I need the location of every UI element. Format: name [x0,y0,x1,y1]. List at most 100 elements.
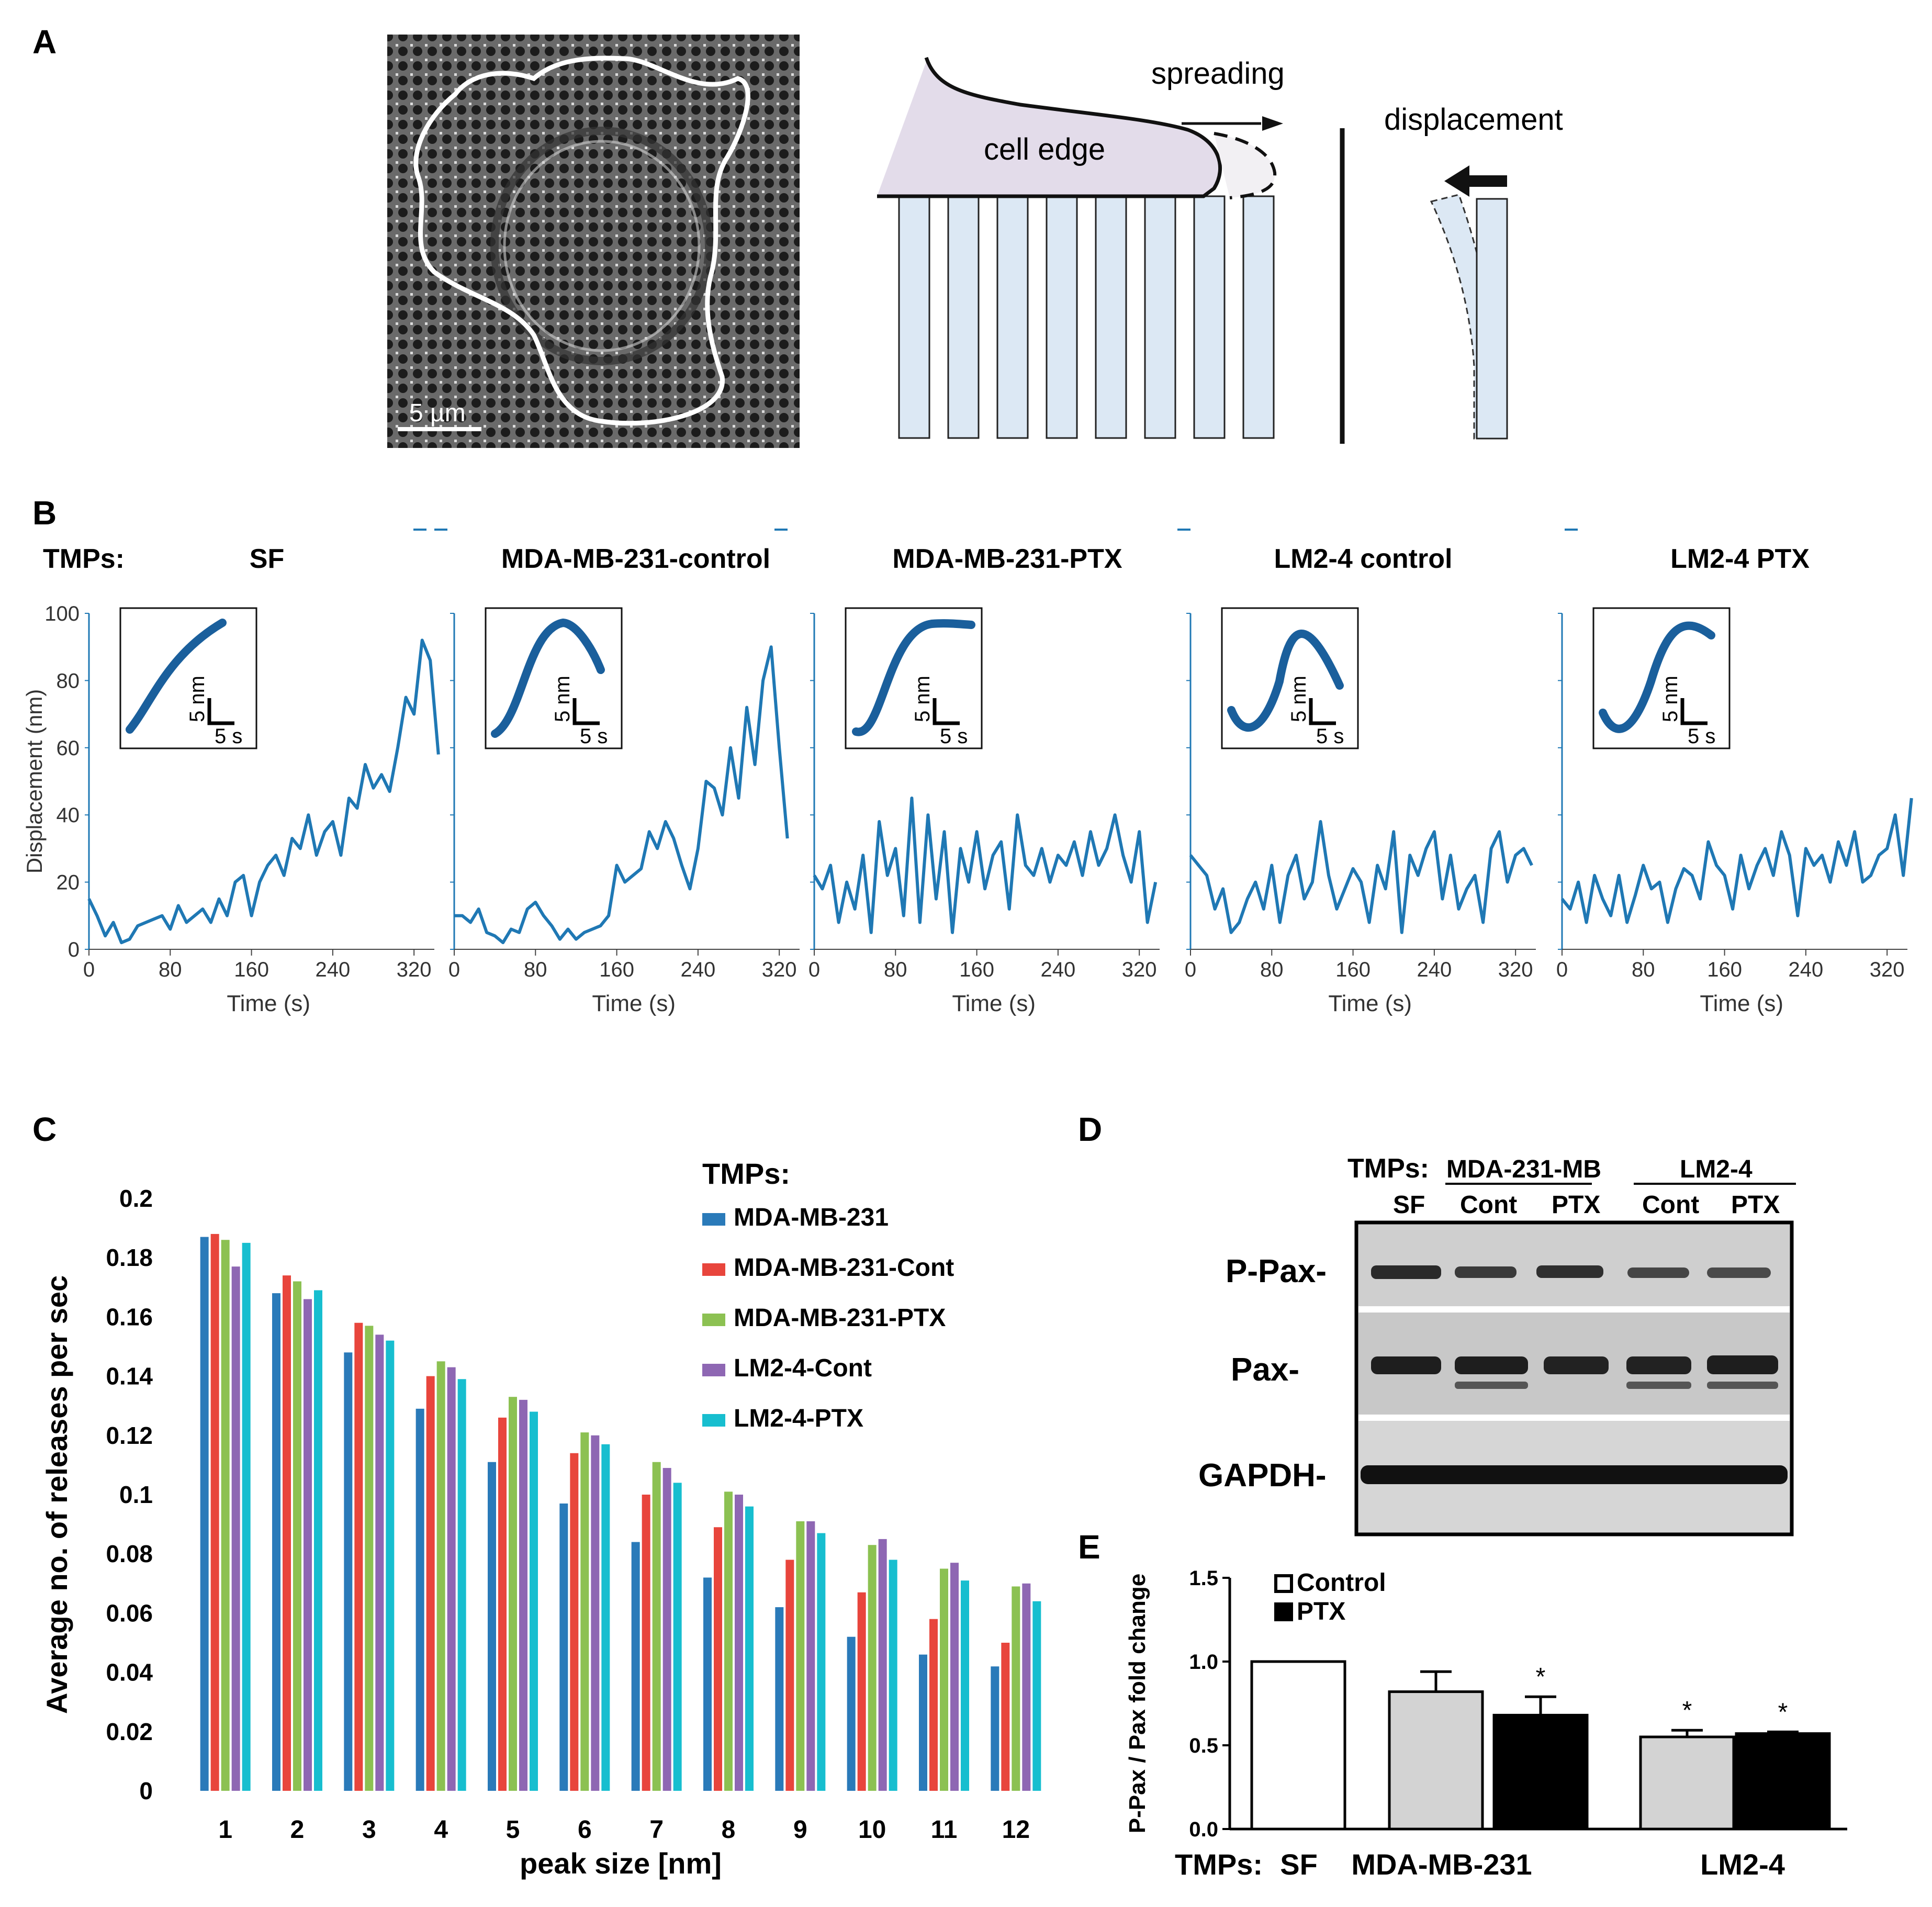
legend-swatch [702,1314,725,1326]
x-tick-label: 160 [599,958,634,981]
bar [652,1462,661,1791]
scale-bar-label: 5 µm [409,399,466,427]
bar [498,1417,507,1791]
inset-scale-v: 5 nm [186,676,209,722]
bar [519,1399,527,1791]
panel-label-c: C [32,1110,57,1148]
trace-title-1: SF [250,544,284,574]
bar [283,1275,291,1791]
bar [415,1408,424,1791]
bar [745,1506,754,1791]
significance-star: * [1682,1697,1692,1724]
panel-b-traces: SF 0 80 160 240 320 0 20 40 60 80 100 Displacement (… [22,529,1913,1016]
bar [662,1468,671,1791]
y-tick-label: 0.5 [1189,1734,1218,1757]
legend-label: MDA-MB-231-PTX [734,1304,946,1332]
legend-swatch [702,1263,725,1276]
legend-label: MDA-MB-231-Cont [734,1254,954,1282]
bar [775,1607,784,1791]
bar [642,1495,650,1791]
bar [447,1367,456,1791]
spreading-arrowhead [1262,116,1283,131]
x-tick-label: 7 [649,1816,664,1844]
blot-lane-2: Cont [1460,1191,1517,1219]
legend-label: LM2-4-Cont [734,1354,872,1382]
bar [1250,1660,1346,1831]
bar [426,1376,435,1791]
spreading-label: spreading [1151,57,1285,91]
bar [242,1242,251,1791]
x-tick-label: 1 [218,1816,232,1844]
x-tick-label: 0 [1556,958,1568,981]
inset-scale-bar [572,698,600,725]
bar [601,1444,610,1791]
inset: 5 nm 5 s [1221,607,1359,749]
inset-trace [1227,630,1344,732]
trace-panel-5: LM2-4 PTX 0 80 160 240 320 Time (s) 5 nm 5 s [1556,544,1913,1016]
y-tick-label: 0.02 [106,1718,153,1745]
legend-swatch [702,1414,725,1427]
bar [796,1521,805,1791]
bar [231,1266,240,1791]
legend-ptx-label: PTX [1297,1598,1345,1625]
bar [509,1397,517,1791]
legend-label: LM2-4-PTX [734,1405,863,1432]
panel-c-bar-chart: 0 0.02 0.04 0.06 0.08 0.1 0.12 0.14 0.16 0.18 0.2 A… [40,1185,1041,1880]
y-tick-label: 80 [57,669,80,692]
legend-swatch [702,1364,725,1376]
panel-e-tmps-label: TMPs: [1175,1848,1263,1881]
inset: 5 nm 5 s [845,607,983,749]
inset-scale-h: 5 s [215,725,242,748]
bar [889,1560,897,1791]
y-tick-label: 0.0 [1189,1818,1218,1841]
y-tick-label: 1.5 [1189,1567,1218,1590]
trace-title-3: MDA-MB-231-PTX [892,544,1122,574]
inset-scale-h: 5 s [1688,725,1715,748]
bar [365,1326,374,1791]
bar [210,1233,219,1791]
legend-swatch [702,1213,725,1226]
bar [272,1293,280,1791]
displacement-arrowhead [1444,165,1469,197]
inset-scale-v: 5 nm [1287,676,1310,722]
bar [724,1491,733,1791]
x-tick-label: 160 [1707,958,1742,981]
bar [1492,1713,1589,1831]
inset-scale-bar [207,698,234,725]
x-axis-label: peak size [nm] [520,1847,722,1880]
blot-row-gapdh: GAPDH- [1198,1457,1327,1494]
x-axis-label: Time (s) [1328,991,1412,1016]
displacement-label: displacement [1384,103,1563,137]
bar [488,1462,496,1791]
blot-row-ppax: P-Pax- [1226,1253,1327,1289]
trace-line [1560,798,1913,924]
bar [1639,1735,1735,1831]
inset-scale-v: 5 nm [551,676,574,722]
bar [847,1636,856,1791]
inset: 5 nm 5 s [485,607,623,749]
bar [293,1281,301,1791]
pax-bands [1371,1355,1778,1389]
bar [221,1240,230,1791]
bar [868,1545,877,1791]
blot-lane-1: SF [1393,1191,1425,1219]
gapdh-bands [1361,1465,1788,1484]
x-tick-label: 240 [1041,958,1076,981]
x-group-label: MDA-MB-231 [1351,1848,1532,1881]
x-tick-label: 6 [578,1816,592,1844]
blot-group-mda: MDA-231-MB [1446,1156,1601,1183]
y-axis-label: P-Pax / Pax fold change [1125,1574,1150,1833]
inset-scale-h: 5 s [580,725,608,748]
bar [314,1290,322,1791]
x-tick-label: 240 [316,958,351,981]
x-tick-label: 80 [159,958,182,981]
bar [457,1379,466,1791]
x-axis-label: Time (s) [1700,991,1783,1016]
bar [950,1563,959,1791]
inset: 5 nm 5 s [119,607,257,749]
panel-c-legend-title: TMPs: [702,1157,790,1190]
bar [703,1577,712,1791]
bar [919,1654,927,1791]
bar [344,1352,353,1791]
panel-label-a: A [32,23,57,61]
